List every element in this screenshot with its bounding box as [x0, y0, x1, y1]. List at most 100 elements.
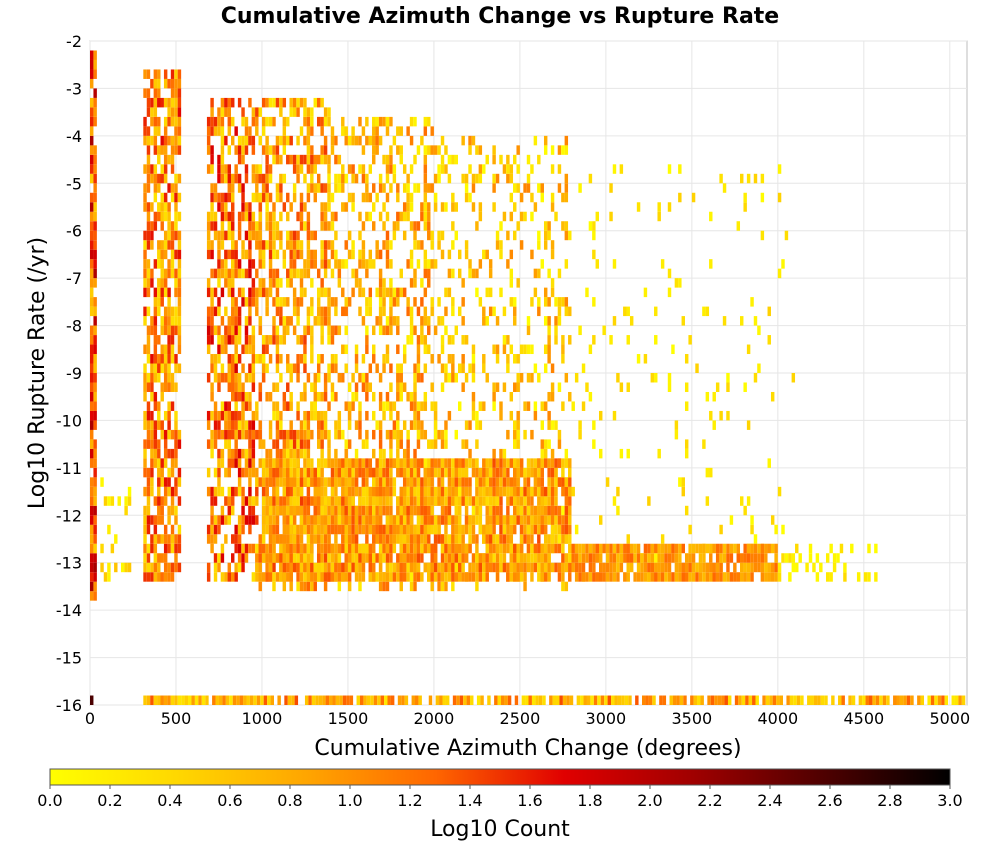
heatmap-cell: [392, 316, 397, 326]
heatmap-cell: [499, 477, 503, 487]
heatmap-cell: [227, 278, 232, 288]
heatmap-cell: [153, 543, 158, 554]
heatmap-cell: [526, 477, 531, 487]
heatmap-cell: [382, 401, 386, 411]
heatmap-cell: [146, 164, 151, 174]
heatmap-cell: [227, 496, 232, 506]
heatmap-cell: [444, 202, 448, 212]
heatmap-cell: [619, 164, 624, 174]
heatmap-cell: [217, 278, 221, 288]
heatmap-cell: [430, 354, 434, 364]
colorbar-tick-label: 1.6: [517, 791, 542, 810]
heatmap-cell: [714, 695, 718, 705]
heatmap-cell: [361, 439, 366, 449]
heatmap-cell: [296, 107, 300, 117]
heatmap-cell: [206, 534, 211, 544]
heatmap-cell: [368, 553, 373, 563]
heatmap-cell: [306, 268, 311, 279]
heatmap-cell: [275, 429, 280, 440]
heatmap-cell: [174, 429, 178, 440]
heatmap-cell: [174, 420, 178, 430]
heatmap-cell: [177, 268, 182, 279]
heatmap-cell: [220, 164, 225, 174]
heatmap-cell: [261, 524, 266, 535]
heatmap-cell: [306, 486, 311, 497]
heatmap-cell: [523, 183, 527, 193]
heatmap-cell: [222, 695, 226, 705]
heatmap-cell: [241, 467, 245, 478]
heatmap-cell: [167, 287, 171, 298]
heatmap-cell: [372, 202, 376, 212]
heatmap-cell: [174, 477, 178, 487]
heatmap-cell: [213, 534, 218, 544]
heatmap-cell: [406, 572, 410, 582]
heatmap-cell: [578, 183, 582, 193]
heatmap-cell: [423, 145, 428, 155]
heatmap-cell: [334, 135, 338, 146]
heatmap-cell: [774, 562, 778, 573]
heatmap-cell: [372, 183, 376, 193]
heatmap-cell: [272, 562, 276, 573]
heatmap-cell: [741, 695, 746, 705]
heatmap-cell: [571, 543, 575, 554]
heatmap-cell: [475, 534, 479, 544]
heatmap-cell: [351, 192, 355, 203]
heatmap-cell: [578, 553, 582, 563]
heatmap-cell: [170, 496, 175, 506]
heatmap-cell: [358, 373, 362, 383]
heatmap-cell: [499, 458, 503, 468]
heatmap-cell: [306, 183, 311, 193]
heatmap-cell: [492, 401, 496, 411]
heatmap-cell: [358, 562, 362, 573]
heatmap-cell: [282, 135, 287, 146]
heatmap-cell: [592, 543, 596, 554]
heatmap-cell: [464, 524, 469, 535]
heatmap-cell: [316, 97, 321, 108]
heatmap-cell: [361, 505, 366, 516]
heatmap-cell: [409, 515, 414, 525]
x-tick-label: 5000: [929, 709, 970, 728]
heatmap-cell: [146, 88, 151, 98]
heatmap-cell: [310, 259, 314, 269]
heatmap-cell: [423, 562, 428, 573]
heatmap-cell: [375, 249, 379, 260]
heatmap-cell: [327, 429, 331, 440]
heatmap-cell: [366, 695, 371, 705]
heatmap-cell: [550, 382, 555, 392]
heatmap-cell: [437, 164, 441, 174]
heatmap-cell: [150, 107, 154, 117]
heatmap-cell: [530, 429, 534, 440]
heatmap-cell: [420, 515, 424, 525]
heatmap-cell: [458, 553, 462, 563]
heatmap-cell: [299, 496, 304, 506]
heatmap-cell: [177, 287, 182, 298]
heatmap-cell: [506, 486, 510, 497]
heatmap-cell: [303, 448, 307, 459]
heatmap-cell: [241, 363, 245, 373]
heatmap-cell: [327, 524, 331, 535]
heatmap-cell: [241, 287, 245, 298]
heatmap-cell: [303, 259, 307, 269]
heatmap-cell: [330, 221, 335, 231]
heatmap-cell: [375, 420, 379, 430]
heatmap-cell: [241, 486, 245, 497]
heatmap-cell: [550, 145, 555, 155]
heatmap-cell: [323, 287, 328, 298]
heatmap-cell: [681, 543, 685, 554]
heatmap-cell: [157, 88, 161, 98]
heatmap-cell: [612, 562, 617, 573]
heatmap-cell: [691, 192, 696, 203]
heatmap-cell: [413, 467, 417, 478]
heatmap-cell: [399, 287, 403, 298]
heatmap-cell: [289, 107, 293, 117]
heatmap-cell: [323, 420, 328, 430]
colorbar-tick-label: 2.2: [697, 791, 722, 810]
heatmap-cell: [643, 543, 648, 554]
heatmap-cell: [124, 505, 128, 516]
heatmap-cell: [458, 249, 462, 260]
heatmap-cell: [660, 534, 665, 544]
heatmap-cell: [303, 477, 307, 487]
heatmap-cell: [430, 515, 434, 525]
heatmap-cell: [310, 278, 314, 288]
heatmap-cell: [564, 458, 569, 468]
